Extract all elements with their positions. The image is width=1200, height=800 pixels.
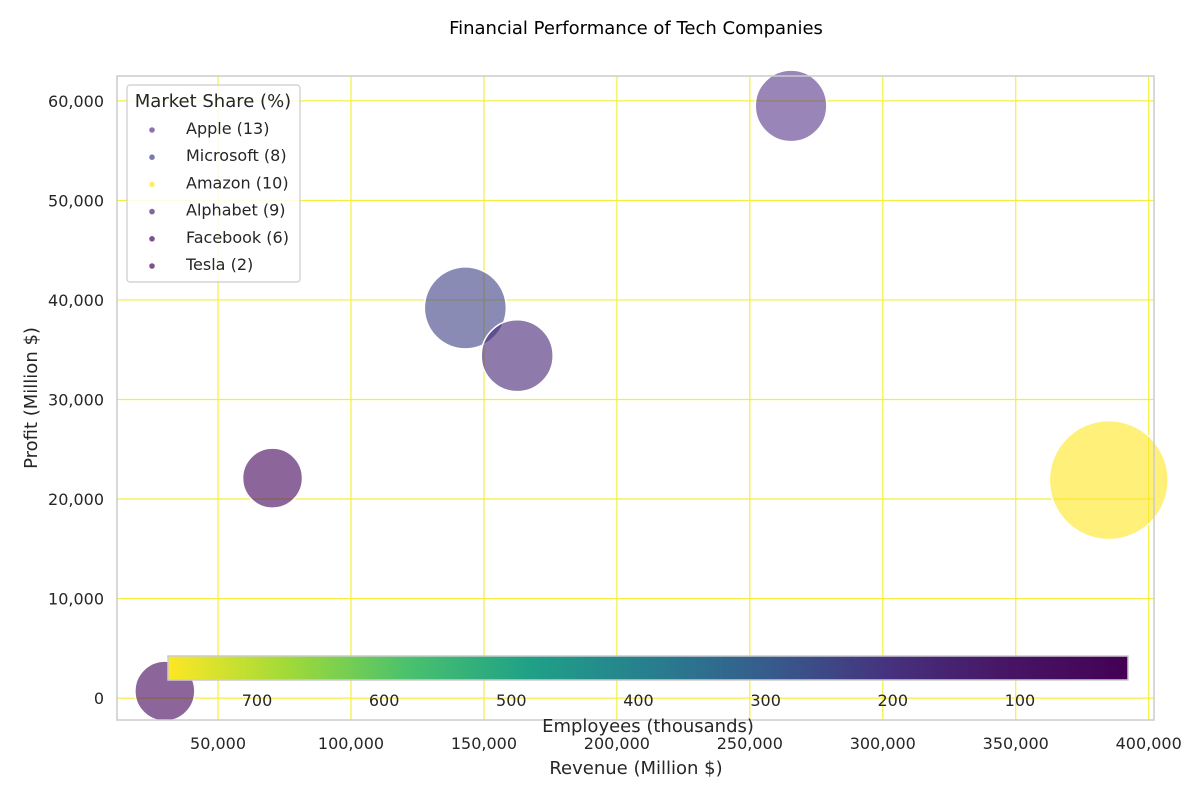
x-tick-label: 50,000 — [190, 734, 246, 753]
colorbar-tick-label: 200 — [877, 691, 908, 710]
legend-marker — [149, 263, 155, 269]
chart-title: Financial Performance of Tech Companies — [449, 18, 823, 39]
y-tick-label: 0 — [94, 689, 104, 708]
colorbar-tick-label: 500 — [496, 691, 527, 710]
colorbar-label: Employees (thousands) — [542, 716, 754, 737]
legend-entry: Facebook (6) — [186, 228, 289, 247]
legend-entry: Microsoft (8) — [186, 146, 287, 165]
x-tick-label: 400,000 — [1116, 734, 1182, 753]
colorbar-tick-label: 100 — [1005, 691, 1036, 710]
x-tick-label: 350,000 — [983, 734, 1049, 753]
bubble-amazon — [1048, 419, 1169, 541]
y-tick-label: 50,000 — [48, 191, 104, 210]
x-axis-label: Revenue (Million $) — [549, 758, 722, 779]
y-tick-label: 40,000 — [48, 291, 104, 310]
y-axis-ticks: 0 10,000 20,000 30,000 40,000 50,000 60,000 — [48, 92, 104, 708]
colorbar-gradient — [167, 655, 1129, 681]
y-tick-label: 20,000 — [48, 490, 104, 509]
legend-items: Apple (13) Microsoft (8) Amazon (10) Alphab… — [149, 119, 289, 274]
legend-entry: Amazon (10) — [186, 173, 289, 192]
bubble-microsoft — [423, 266, 508, 350]
legend-marker — [149, 181, 155, 188]
legend-marker — [149, 127, 155, 133]
bubble-apple — [754, 69, 828, 143]
y-tick-label: 10,000 — [48, 590, 104, 609]
legend-entry: Apple (13) — [186, 119, 269, 138]
legend-title: Market Share (%) — [135, 91, 291, 112]
colorbar: 700 600 500 400 300 200 100 Employees (thousan… — [167, 655, 1129, 737]
legend-marker — [149, 236, 155, 242]
x-tick-label: 200,000 — [584, 734, 650, 753]
y-axis-label: Profit (Million $) — [21, 327, 42, 469]
x-tick-label: 250,000 — [717, 734, 783, 753]
x-tick-label: 300,000 — [850, 734, 916, 753]
plot-frame — [116, 75, 1155, 721]
colorbar-tick-label: 300 — [750, 691, 781, 710]
legend: Market Share (%) Apple (13) Microsoft (8)… — [126, 84, 301, 283]
colorbar-ticks: 700 600 500 400 300 200 100 — [242, 691, 1035, 710]
y-tick-label: 30,000 — [48, 390, 104, 409]
x-axis-ticks: 50,000 100,000 150,000 200,000 250,000 300,00… — [190, 734, 1182, 753]
legend-box — [126, 84, 301, 283]
y-tick-label: 60,000 — [48, 92, 104, 111]
bubble-alphabet — [480, 318, 554, 393]
legend-entry: Tesla (2) — [185, 255, 253, 274]
legend-marker — [149, 208, 155, 215]
bubble-facebook — [241, 447, 304, 509]
legend-entry: Alphabet (9) — [186, 201, 286, 220]
legend-marker — [149, 154, 155, 160]
x-tick-label: 150,000 — [451, 734, 517, 753]
data-points — [134, 69, 1169, 722]
colorbar-tick-label: 400 — [623, 691, 654, 710]
x-tick-label: 100,000 — [318, 734, 384, 753]
colorbar-tick-label: 700 — [242, 691, 273, 710]
colorbar-tick-label: 600 — [369, 691, 400, 710]
